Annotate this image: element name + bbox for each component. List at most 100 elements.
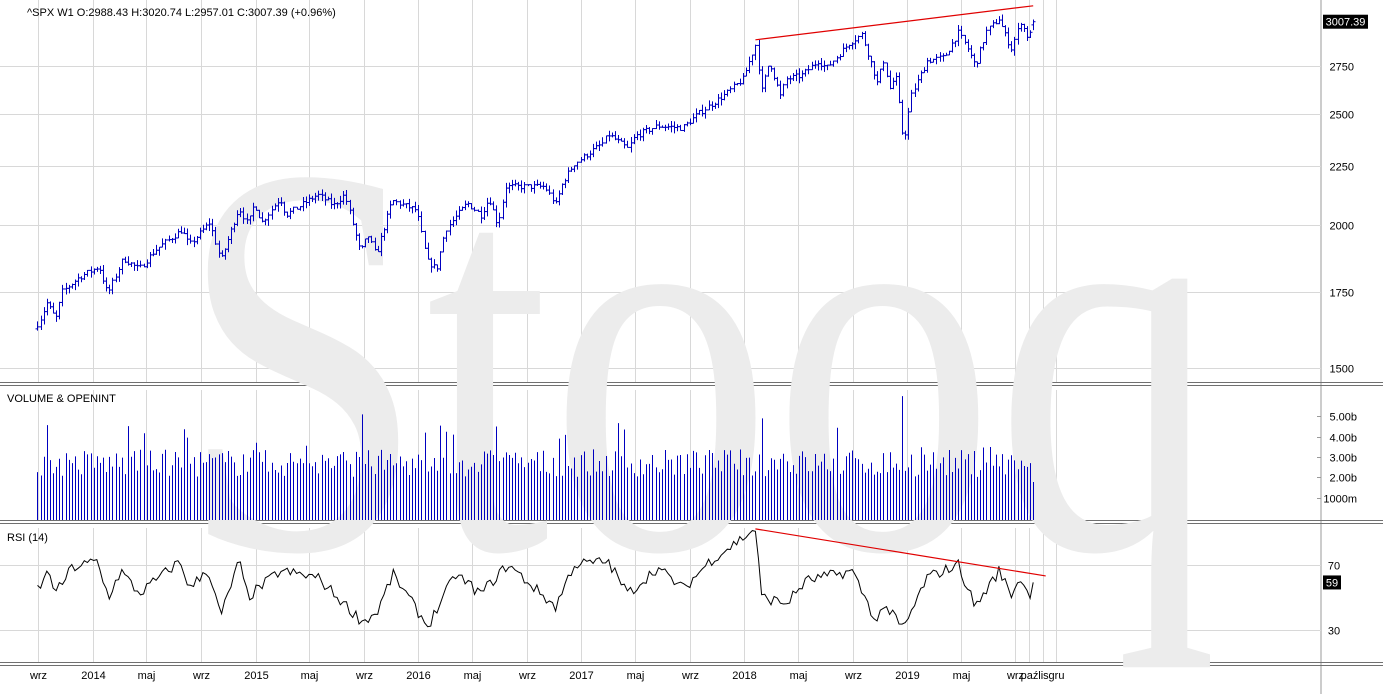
volume-tick-label: 1000m: [1323, 494, 1357, 506]
ohlc-bar: [344, 190, 349, 205]
x-tick-label: 2014: [81, 670, 105, 682]
rsi-line: [37, 530, 1034, 628]
x-tick-label: wrz: [844, 670, 862, 682]
ohlc-bar: [863, 31, 868, 47]
ohlc-bar: [860, 31, 865, 40]
ohlc-bar: [959, 25, 964, 39]
ohlc-bar: [1022, 23, 1027, 32]
ohlc-bar: [909, 89, 914, 113]
ohlc-bar: [138, 260, 143, 268]
ohlc-bar: [934, 53, 939, 65]
ohlc-bar: [984, 26, 989, 46]
ohlc-bar: [444, 230, 449, 242]
x-tick-label: maj: [790, 670, 808, 682]
ohlc-bar: [1000, 14, 1005, 28]
price-tick-label: 2500: [1330, 110, 1354, 122]
ohlc-bar: [51, 302, 56, 314]
volume-panel-title: VOLUME & OPENINT: [7, 393, 116, 405]
ohlc-bar: [991, 20, 996, 29]
x-tick-label: maj: [953, 670, 971, 682]
price-tick-label: 1500: [1330, 364, 1354, 376]
volume-tick-label: 4.00b: [1329, 433, 1357, 445]
ohlc-bar: [45, 298, 50, 316]
x-tick-label: maj: [464, 670, 482, 682]
x-tick-label: maj: [301, 670, 319, 682]
ohlc-bar: [291, 206, 296, 214]
ohlc-bar: [60, 284, 65, 307]
ohlc-bar: [547, 185, 552, 195]
stooq-watermark: Stooq: [178, 50, 1218, 671]
price-series: [35, 14, 1036, 331]
price-last-value-text: 3007.39: [1326, 17, 1366, 29]
price-trendline[interactable]: [755, 5, 1034, 41]
ohlc-bar: [110, 277, 115, 295]
ohlc-bar: [956, 24, 961, 47]
ohlc-bar: [881, 60, 886, 72]
x-tick-label: wrz: [1006, 670, 1024, 682]
x-tick-label: 2017: [569, 670, 593, 682]
ohlc-bar: [1031, 19, 1036, 31]
ohlc-bar: [76, 273, 81, 287]
ohlc-bar: [963, 34, 968, 45]
ohlc-bar: [831, 60, 836, 67]
ohlc-bar: [104, 277, 109, 292]
ohlc-bar: [148, 251, 153, 268]
x-tick-label: wrz: [355, 670, 373, 682]
last-value-tags: 3007.39 59: [1323, 14, 1368, 590]
price-tick-label: 2250: [1330, 162, 1354, 174]
ohlc-bar: [160, 238, 165, 248]
volume-tick-label: 2.00b: [1329, 473, 1357, 485]
ohlc-bar: [170, 238, 175, 243]
x-tick-label: wrz: [681, 670, 699, 682]
x-tick-label: 2016: [406, 670, 430, 682]
x-tick-label: wrz: [29, 670, 47, 682]
ohlc-bar: [853, 35, 858, 50]
ohlc-bar: [132, 262, 137, 271]
ohlc-bar: [82, 271, 87, 281]
ohlc-bar: [213, 226, 218, 245]
ohlc-bar: [241, 207, 246, 224]
ohlc-bar: [39, 315, 44, 331]
rsi-panel-title: RSI (14): [7, 532, 48, 544]
rsi-tick-label: 30: [1328, 626, 1340, 638]
ohlc-bar: [1012, 36, 1017, 56]
rsi-series: [37, 530, 1034, 628]
x-tick-label: 2018: [732, 670, 756, 682]
ohlc-bar: [728, 86, 733, 94]
ohlc-bar: [781, 83, 786, 97]
rsi-trendline[interactable]: [755, 528, 1046, 577]
ohlc-bar: [188, 234, 193, 244]
ohlc-bar: [472, 206, 477, 212]
x-tick-label: wrz: [192, 670, 210, 682]
ohlc-bar: [85, 269, 90, 277]
x-tick-label: maj: [138, 670, 156, 682]
price-tick-label: 2000: [1330, 221, 1354, 233]
x-tick-label: maj: [627, 670, 645, 682]
rsi-last-value-tag: [1323, 575, 1341, 590]
x-tick-label: lis: [1038, 670, 1049, 682]
ohlc-bar: [703, 106, 708, 119]
ohlc-bar: [625, 140, 630, 148]
x-tick-label: wrz: [518, 670, 536, 682]
ohlc-bar: [48, 301, 53, 310]
ohlc-bar: [394, 199, 399, 206]
y-axis-labels: 1500 1750 2000 2250 2500 2750 1000m 2.00b 3.00b 4…: [1323, 62, 1357, 638]
ohlc-bar: [167, 235, 172, 242]
ohlc-bar: [157, 246, 162, 256]
x-tick-label: paź: [1021, 670, 1039, 682]
ohlc-bar: [650, 128, 655, 135]
ohlc-bar: [1025, 26, 1030, 41]
ohlc-bar: [266, 212, 271, 226]
ohlc-bar: [753, 44, 758, 61]
ohlc-bar: [575, 161, 580, 170]
ohlc-bar: [419, 211, 424, 233]
ohlc-bar: [42, 307, 47, 325]
volume-tick-label: 5.00b: [1329, 412, 1357, 424]
ohlc-bar: [163, 238, 168, 250]
ohlc-bar: [806, 65, 811, 75]
ohlc-bar: [988, 25, 993, 36]
ohlc-bar: [35, 321, 40, 331]
ohlc-bar: [114, 273, 119, 283]
